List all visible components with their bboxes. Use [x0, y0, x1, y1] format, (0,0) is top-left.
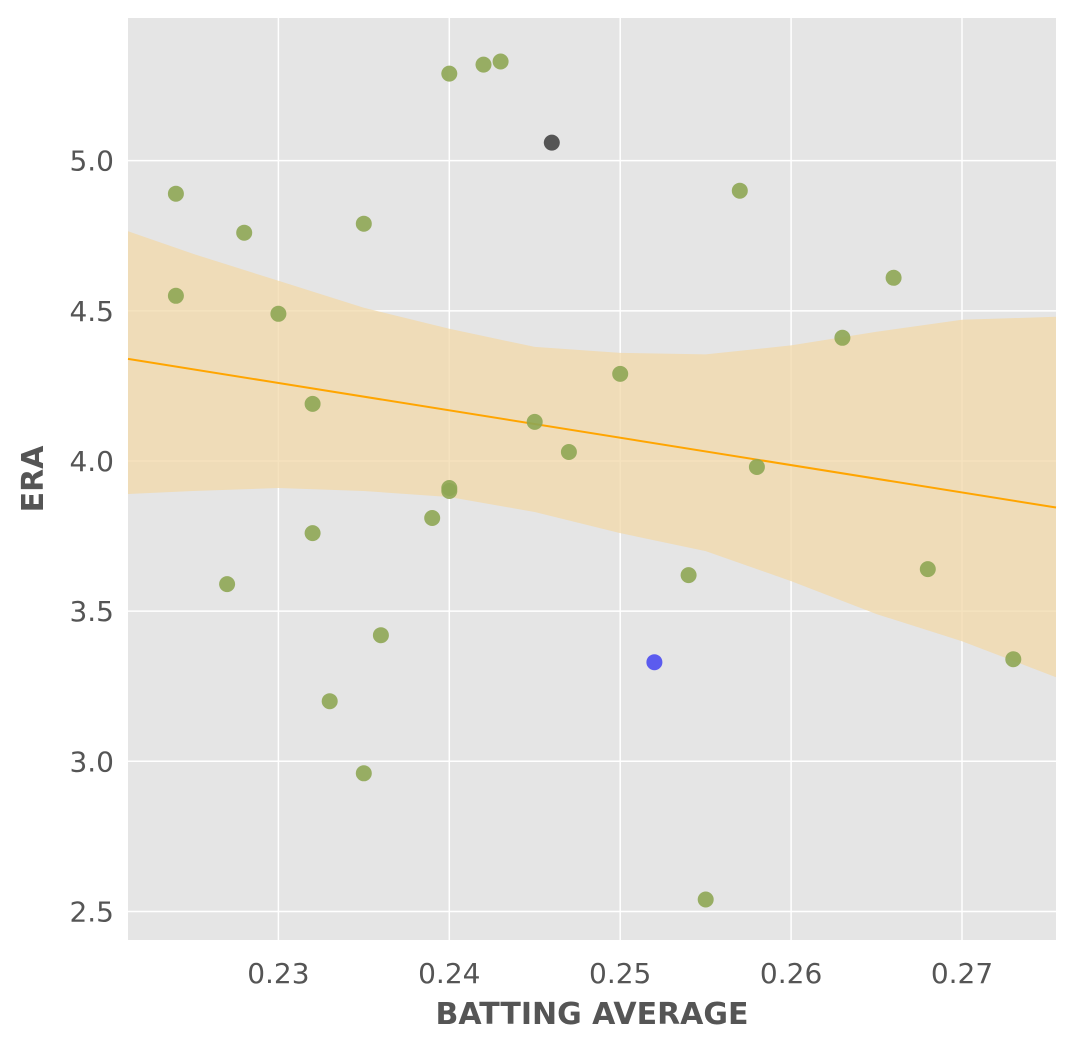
x-tick-labels: 0.23 0.24 0.25 0.26 0.27	[247, 957, 993, 990]
data-point	[304, 525, 321, 542]
data-point	[680, 567, 697, 584]
y-axis-label: ERA	[16, 445, 51, 513]
data-point	[304, 395, 321, 412]
x-tick-label: 0.26	[760, 957, 822, 990]
y-tick-label: 5.0	[69, 145, 114, 178]
data-point	[219, 576, 236, 593]
data-point	[612, 365, 629, 382]
y-tick-label: 2.5	[69, 895, 114, 928]
data-point	[1005, 651, 1022, 668]
data-point	[236, 224, 253, 241]
x-tick-label: 0.23	[247, 957, 309, 990]
data-point	[492, 53, 509, 70]
data-points	[167, 53, 1022, 908]
x-tick-label: 0.25	[589, 957, 651, 990]
data-point	[560, 444, 577, 460]
y-tick-labels: 2.5 3.0 3.5 4.0 4.5 5.0	[69, 145, 114, 929]
data-point	[834, 329, 851, 346]
data-point	[355, 215, 372, 232]
data-point	[646, 654, 663, 671]
data-point	[748, 459, 765, 475]
data-point	[697, 891, 714, 908]
data-point	[372, 627, 389, 644]
data-point	[543, 134, 560, 151]
regression-line	[127, 357, 1057, 509]
data-point	[355, 765, 372, 782]
y-tick-label: 3.5	[69, 595, 114, 628]
data-point	[167, 287, 184, 304]
x-tick-label: 0.27	[931, 957, 993, 990]
data-point	[885, 269, 902, 286]
data-point	[424, 510, 441, 526]
data-point	[526, 413, 543, 430]
confidence-band	[128, 231, 1056, 678]
y-tick-label: 4.0	[69, 445, 114, 478]
y-tick-label: 3.0	[69, 745, 114, 778]
data-point	[919, 561, 936, 578]
data-point	[731, 182, 748, 199]
data-point	[441, 483, 458, 499]
data-point	[167, 185, 184, 202]
data-point	[321, 693, 338, 710]
x-tick-label: 0.24	[418, 957, 480, 990]
data-point	[441, 65, 458, 82]
data-point	[475, 56, 492, 73]
y-tick-label: 4.5	[69, 295, 114, 328]
x-axis-label: BATTING AVERAGE	[435, 997, 748, 1032]
data-point	[270, 305, 287, 322]
